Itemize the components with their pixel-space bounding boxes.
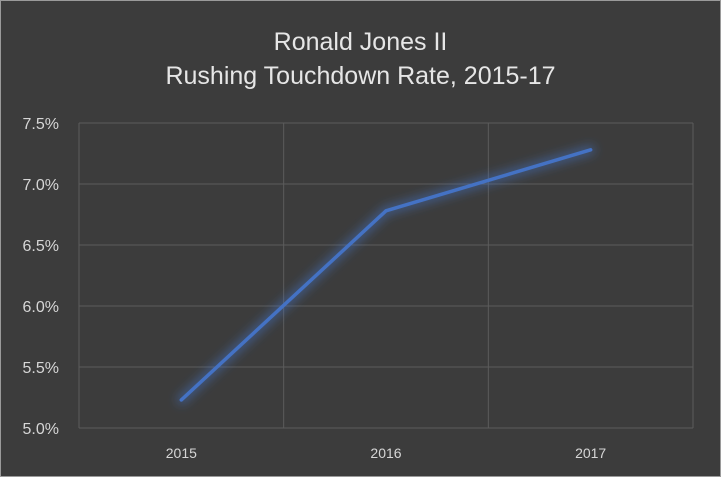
y-axis-tick-labels: 5.0% 5.5% 6.0% 6.5% 7.0% 7.5% <box>23 116 59 438</box>
gridlines <box>78 122 694 429</box>
data-point <box>384 209 388 213</box>
x-axis-tick-labels: 2015 2016 2017 <box>166 445 607 461</box>
y-tick-label: 6.0% <box>23 299 59 316</box>
y-tick-label: 7.5% <box>23 116 59 133</box>
series-layer <box>176 145 596 405</box>
y-tick-label: 7.0% <box>23 177 59 194</box>
series-line <box>179 148 593 402</box>
data-point <box>179 398 183 402</box>
chart-title-block: Ronald Jones II Rushing Touchdown Rate, … <box>1 25 720 93</box>
y-tick-label: 6.5% <box>23 238 59 255</box>
y-tick-label: 5.0% <box>23 421 59 438</box>
x-tick-label: 2017 <box>575 445 606 461</box>
x-tick-label: 2016 <box>370 445 401 461</box>
data-point <box>589 148 593 152</box>
y-tick-label: 5.5% <box>23 360 59 377</box>
chart-subtitle: Rushing Touchdown Rate, 2015-17 <box>165 62 556 90</box>
chart-title: Ronald Jones II <box>273 28 448 56</box>
series-line-glow <box>176 145 596 405</box>
x-tick-label: 2015 <box>166 445 197 461</box>
